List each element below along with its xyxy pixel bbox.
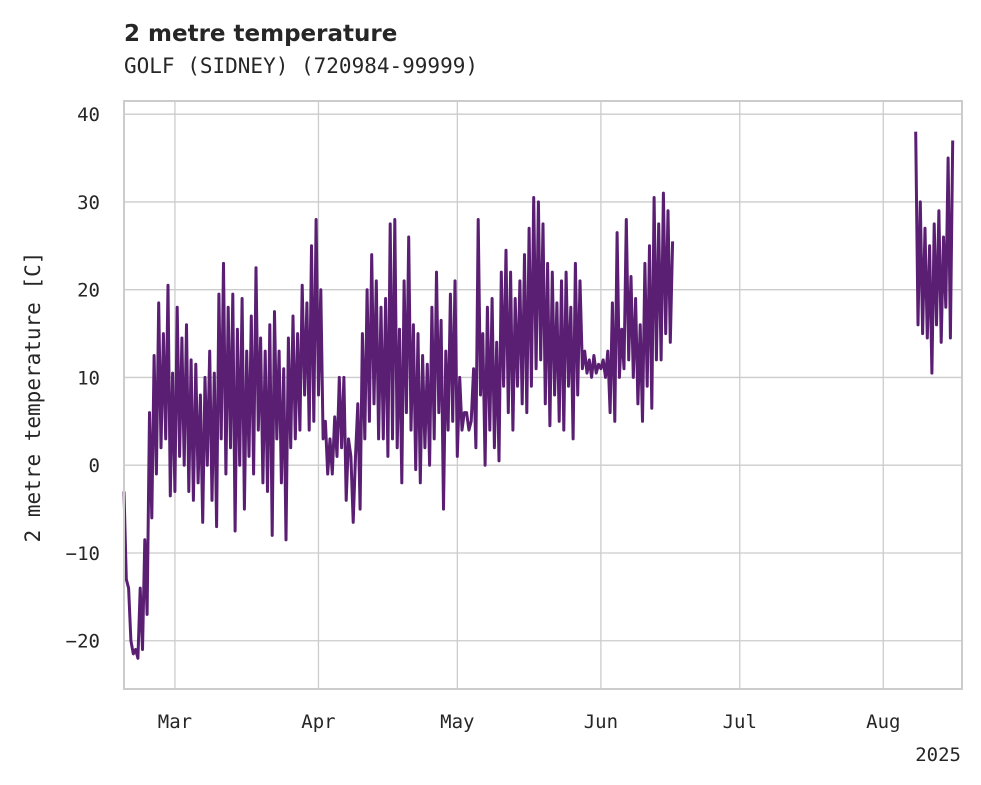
x-axis-year-label: 2025 (915, 744, 961, 766)
chart-subtitle: GOLF (SIDNEY) (720984-99999) (124, 54, 478, 78)
chart-title: 2 metre temperature (124, 21, 397, 47)
y-tick-label: 0 (89, 455, 100, 477)
y-tick-label: −20 (66, 631, 100, 653)
x-tick-label: Jun (584, 711, 618, 733)
y-tick-label: 40 (77, 104, 100, 126)
y-tick-label: −10 (66, 543, 100, 565)
x-tick-label: Aug (866, 711, 900, 733)
x-ticks: Mar Apr May Jun Jul Aug (158, 711, 901, 733)
y-ticks: 40 30 20 10 0 −10 −20 (66, 104, 100, 653)
y-tick-label: 20 (77, 280, 100, 302)
x-tick-label: May (440, 711, 474, 733)
x-tick-label: Jul (723, 711, 757, 733)
temperature-series-line (122, 131, 955, 660)
y-tick-label: 10 (77, 367, 100, 389)
x-tick-label: Apr (301, 711, 335, 733)
y-axis-label: 2 metre temperature [C] (21, 252, 45, 543)
plot-frame (123, 100, 963, 690)
y-tick-label: 30 (77, 192, 100, 214)
x-tick-label: Mar (158, 711, 192, 733)
grid-lines (124, 101, 962, 689)
series-layer (122, 131, 955, 660)
